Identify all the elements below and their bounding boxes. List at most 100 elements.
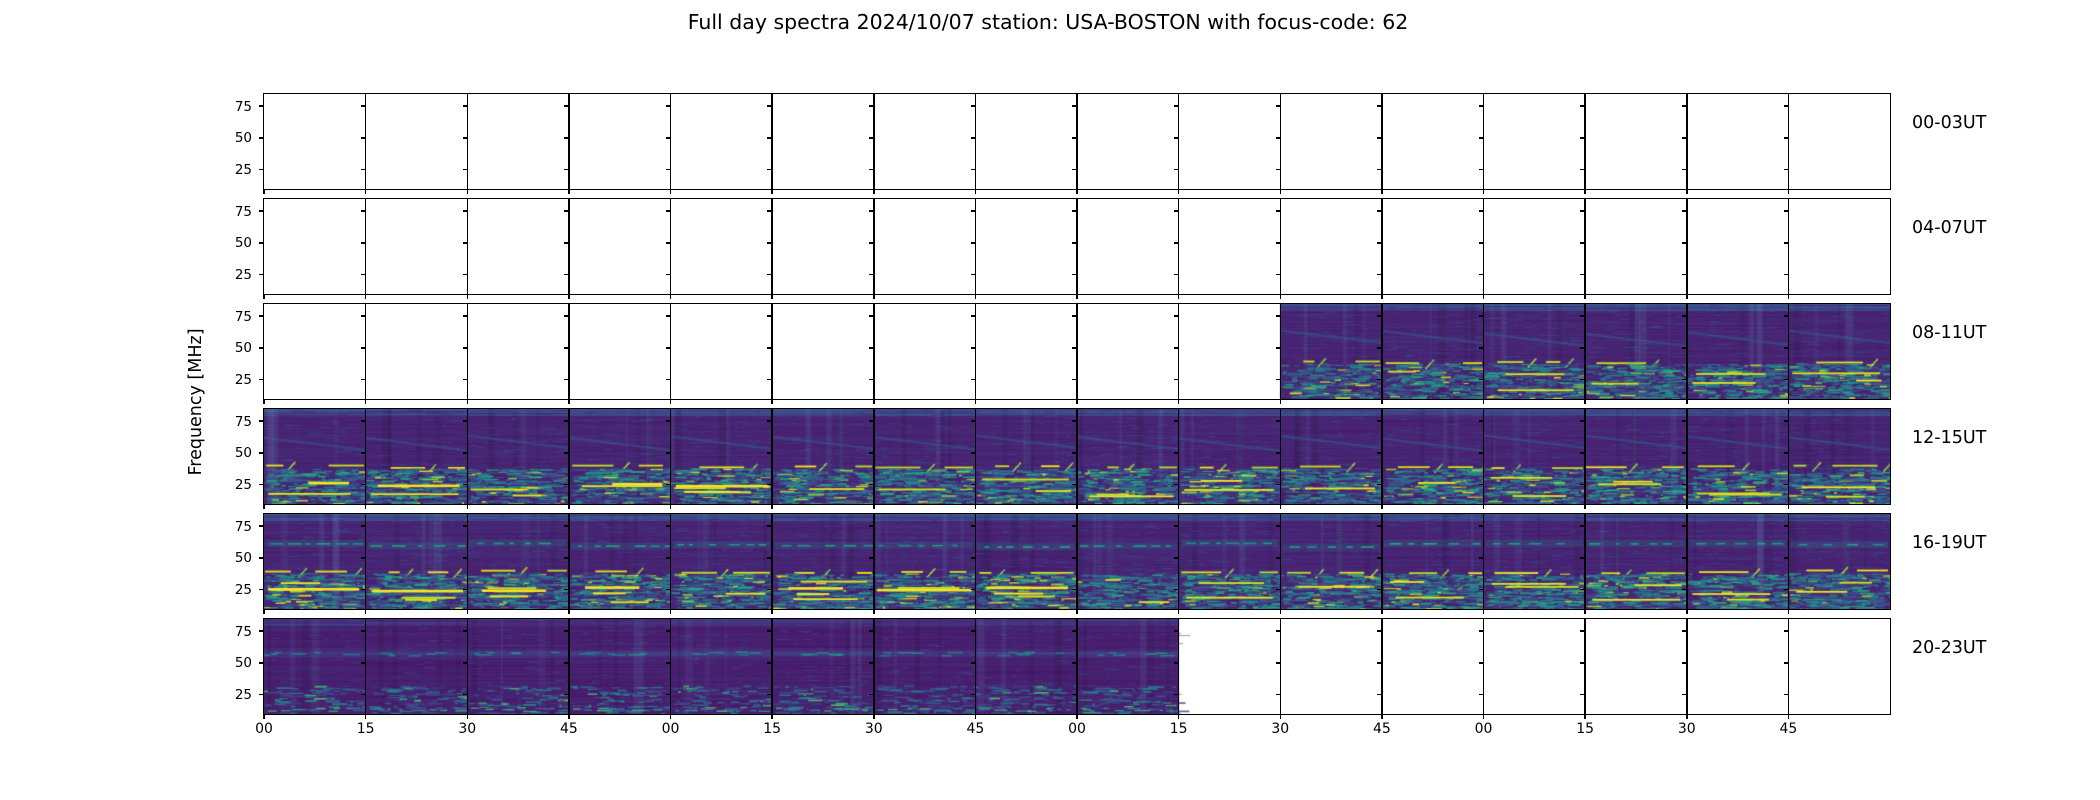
x-tick-label: 30 (1677, 721, 1696, 737)
y-tick (1377, 557, 1382, 559)
y-tick (665, 588, 670, 591)
panel-separator (1482, 408, 1485, 504)
x-tick (974, 295, 977, 299)
x-tick-label: 00 (1474, 721, 1493, 737)
y-tick (1173, 693, 1178, 696)
y-tick (564, 662, 569, 664)
x-tick-label: 00 (1068, 721, 1086, 737)
y-tick (1275, 168, 1280, 171)
y-tick (564, 137, 569, 139)
panel-separator (568, 303, 570, 399)
y-tick (1580, 588, 1585, 591)
y-tick (1478, 315, 1483, 317)
y-tick (767, 525, 772, 527)
y-tick (665, 347, 670, 349)
y-tick (462, 315, 467, 317)
y-tick (869, 347, 873, 349)
x-tick (466, 295, 468, 299)
y-tick (1783, 452, 1788, 454)
x-tick (568, 610, 570, 614)
y-tick (258, 452, 263, 454)
x-tick (1482, 400, 1485, 404)
y-tick (564, 242, 569, 244)
y-tick (1173, 315, 1178, 317)
panel-separator (974, 618, 977, 714)
row-label-08-11: 08-11UT (1912, 323, 1987, 343)
x-tick (974, 505, 977, 509)
x-tick (364, 610, 367, 614)
panel-separator (1076, 198, 1078, 294)
panel-separator (1584, 513, 1586, 609)
y-tick (1173, 483, 1178, 486)
y-tick (1072, 557, 1077, 559)
y-tick (869, 557, 873, 559)
x-tick (1686, 295, 1688, 299)
panel-separator (1177, 618, 1180, 714)
x-tick (1177, 715, 1180, 719)
x-tick (1482, 505, 1485, 509)
y-tick (1173, 210, 1178, 212)
x-tick-label: 30 (458, 721, 477, 737)
y-tick (1275, 483, 1280, 486)
y-tick-label: 50 (234, 235, 252, 252)
x-tick (1381, 715, 1383, 719)
panel-separator (1787, 93, 1790, 189)
y-tick-label: 50 (234, 655, 252, 672)
y-tick (1783, 378, 1788, 381)
y-tick (360, 105, 365, 107)
y-tick (767, 662, 772, 664)
y-tick (1173, 347, 1178, 349)
y-tick (1173, 662, 1178, 664)
y-tick (767, 168, 772, 171)
spectra-row-20-23 (258, 617, 1891, 719)
y-tick (258, 693, 263, 696)
y-tick (665, 693, 670, 696)
row-label-20-23: 20-23UT (1912, 638, 1987, 658)
y-tick (1275, 315, 1280, 317)
x-tick (1686, 715, 1688, 719)
panel-separator (466, 303, 468, 399)
spectra-row-04-07 (258, 197, 1891, 299)
panel-separator (1482, 303, 1485, 399)
panel-separator (1279, 198, 1281, 294)
y-tick (869, 105, 873, 107)
y-tick (1275, 420, 1280, 422)
y-tick (462, 168, 467, 171)
y-tick (1783, 693, 1788, 696)
y-tick (1682, 273, 1686, 276)
x-tick (568, 715, 570, 719)
x-tick (1177, 295, 1180, 299)
y-tick (767, 242, 772, 244)
y-tick (564, 557, 569, 559)
y-tick (258, 378, 263, 381)
panel-separator (466, 513, 468, 609)
y-tick (1478, 347, 1483, 349)
panel-separator (1381, 513, 1383, 609)
y-tick (1275, 242, 1280, 244)
panel-separator (669, 618, 672, 714)
y-tick (360, 273, 365, 276)
x-tick (263, 295, 265, 299)
y-tick (767, 105, 772, 107)
panel-separator (1787, 198, 1790, 294)
y-tick (665, 662, 670, 664)
y-tick (767, 378, 772, 381)
x-tick (466, 715, 468, 719)
x-tick (1787, 505, 1790, 509)
y-tick-label: 75 (234, 413, 252, 430)
y-tick (1275, 105, 1280, 107)
y-tick (258, 273, 263, 276)
y-tick (1173, 105, 1178, 107)
y-tick (1072, 452, 1077, 454)
x-tick (364, 715, 367, 719)
x-tick (1279, 295, 1281, 299)
y-tick (1580, 210, 1585, 212)
y-tick (564, 347, 569, 349)
y-tick (1478, 557, 1483, 559)
x-tick (1381, 190, 1383, 194)
y-tick (869, 168, 873, 171)
y-tick (1275, 452, 1280, 454)
y-tick (1072, 137, 1077, 139)
x-tick (1279, 400, 1281, 404)
